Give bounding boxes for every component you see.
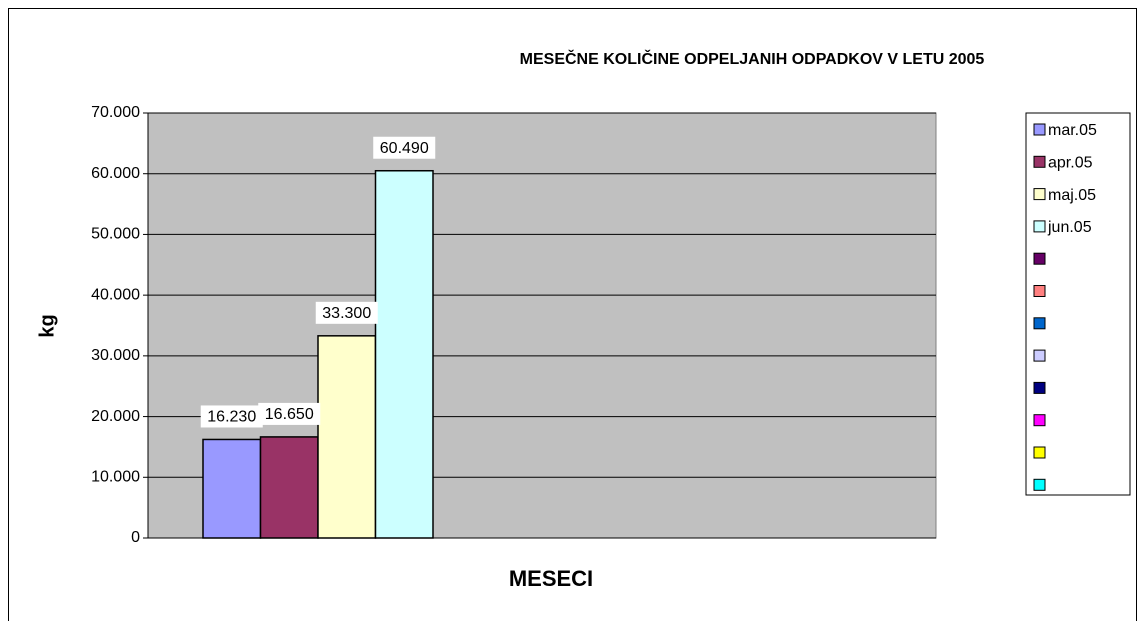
legend-label: jun.05 <box>1047 219 1092 236</box>
legend-swatch <box>1033 381 1046 394</box>
legend-swatch <box>1033 252 1046 265</box>
legend-swatch <box>1033 155 1046 168</box>
legend-box <box>1025 112 1131 496</box>
data-label: 60.490 <box>380 140 429 157</box>
y-tick-label: 0 <box>131 529 140 546</box>
y-tick-label: 30.000 <box>91 347 140 364</box>
y-tick-label: 50.000 <box>91 226 140 243</box>
chart-title: MESEČNE KOLIČINE ODPELJANIH ODPADKOV V L… <box>520 49 985 68</box>
data-label-box <box>373 136 436 159</box>
legend-swatch <box>1033 478 1046 491</box>
bar <box>202 438 262 539</box>
y-tick-label: 40.000 <box>91 286 140 303</box>
data-label-box <box>315 301 378 324</box>
bar <box>374 169 434 539</box>
data-label: 16.650 <box>265 406 314 423</box>
bar <box>317 335 377 539</box>
y-tick-label: 10.000 <box>91 469 140 486</box>
data-label-box <box>258 402 321 425</box>
legend-swatch <box>1033 414 1046 427</box>
legend-swatch <box>1033 349 1046 362</box>
data-label: 16.230 <box>207 409 256 426</box>
legend-label: apr.05 <box>1048 155 1093 172</box>
chart-border <box>8 8 1137 621</box>
data-label-box <box>200 405 263 428</box>
legend-swatch <box>1033 188 1046 201</box>
y-tick-label: 20.000 <box>91 408 140 425</box>
legend-swatch <box>1033 123 1046 136</box>
y-axis-label: kg <box>36 314 58 337</box>
x-axis-label: MESECI <box>509 566 593 591</box>
legend-label: maj.05 <box>1048 187 1096 204</box>
legend-swatch <box>1033 446 1046 459</box>
data-label: 33.300 <box>322 305 371 322</box>
legend-swatch <box>1033 220 1046 233</box>
bar <box>259 436 319 539</box>
legend-swatch <box>1033 317 1046 330</box>
legend-swatch <box>1033 285 1046 297</box>
y-tick-label: 60.000 <box>91 165 140 182</box>
y-tick-label: 70.000 <box>91 104 140 121</box>
legend-label: mar.05 <box>1048 122 1097 139</box>
